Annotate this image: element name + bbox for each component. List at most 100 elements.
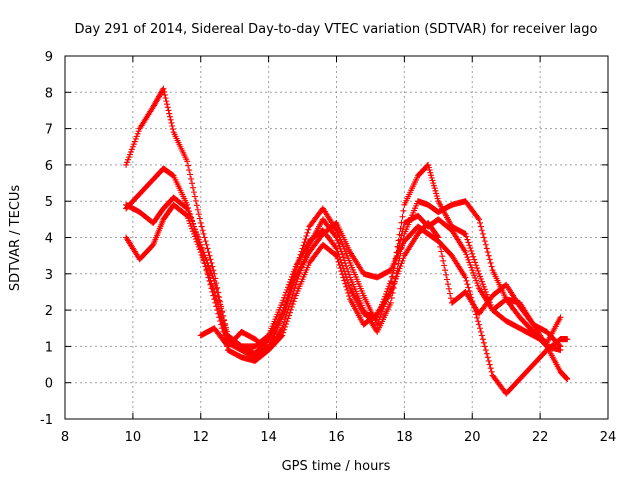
data-point (289, 301, 296, 308)
data-point (125, 154, 132, 161)
data-point (463, 251, 470, 258)
data-point (400, 207, 407, 214)
data-point (479, 336, 486, 343)
data-point (467, 261, 474, 268)
data-point (279, 332, 286, 339)
data-point (283, 302, 290, 309)
data-point (474, 280, 481, 287)
data-point (189, 184, 196, 191)
data-point (197, 219, 204, 226)
data-point (303, 232, 310, 239)
data-point (278, 333, 285, 340)
data-point (134, 130, 141, 137)
data-point (291, 295, 298, 302)
data-point (387, 299, 394, 306)
data-point (483, 350, 490, 357)
data-point (288, 303, 295, 310)
data-point (475, 318, 482, 325)
data-point (556, 342, 563, 349)
data-point (186, 167, 193, 174)
data-point (169, 123, 176, 130)
data-point (471, 272, 478, 279)
data-point (204, 245, 211, 252)
data-point (333, 252, 340, 259)
data-point (192, 236, 199, 243)
y-tick-label: 5 (45, 195, 53, 210)
data-point (471, 256, 478, 263)
data-point (195, 211, 202, 218)
data-point (468, 247, 475, 254)
y-tick-label: -1 (40, 413, 53, 428)
data-point (487, 259, 494, 266)
data-point (340, 274, 347, 281)
data-point (470, 253, 477, 260)
data-point (476, 216, 483, 223)
data-point (464, 254, 471, 261)
y-tick-label: 2 (45, 304, 53, 319)
data-point (346, 293, 353, 300)
data-point (445, 281, 452, 288)
data-point (557, 343, 564, 350)
data-point (472, 274, 479, 281)
data-point (279, 314, 286, 321)
x-tick-label: 12 (192, 430, 209, 445)
data-point (216, 307, 223, 314)
y-tick-label: 0 (45, 377, 53, 392)
data-point (208, 280, 215, 287)
x-axis-label: GPS time / hours (282, 459, 391, 474)
data-point (280, 311, 287, 318)
data-point (291, 277, 298, 284)
data-point (475, 267, 482, 274)
data-point (210, 286, 217, 293)
data-point (198, 251, 205, 258)
data-point (564, 336, 571, 343)
data-point (264, 333, 271, 340)
data-point (284, 286, 291, 293)
data-point (284, 300, 291, 307)
data-point (288, 285, 295, 292)
data-point (466, 242, 473, 249)
data-point (206, 265, 213, 272)
x-tick-label: 8 (61, 430, 69, 445)
data-point (488, 263, 495, 270)
data-point (207, 256, 214, 263)
data-point (478, 227, 485, 234)
data-point (192, 197, 199, 204)
data-point (430, 180, 437, 187)
data-point (397, 263, 404, 270)
data-point (283, 321, 290, 328)
data-point (131, 138, 138, 145)
data-point (128, 146, 135, 153)
data-point (197, 249, 204, 256)
data-point (284, 318, 291, 325)
data-point (202, 238, 209, 245)
data-point (447, 295, 454, 302)
data-point (488, 368, 495, 375)
data-point (124, 159, 131, 166)
data-point (286, 279, 293, 286)
data-point (464, 281, 471, 288)
data-point (332, 251, 339, 258)
y-axis-label: SDTVAR / TECUs (8, 185, 23, 292)
data-point (390, 281, 397, 288)
data-point (439, 253, 446, 260)
data-point (289, 282, 296, 289)
data-point (337, 265, 344, 272)
data-point (214, 299, 221, 306)
data-point (287, 288, 294, 295)
data-point (473, 262, 480, 269)
data-point (467, 245, 474, 252)
data-point (189, 225, 196, 232)
data-point (201, 234, 208, 241)
data-point (133, 133, 140, 140)
x-tick-label: 22 (532, 430, 549, 445)
data-point (183, 204, 190, 211)
data-point (342, 280, 349, 287)
data-point (482, 241, 489, 248)
data-point (392, 275, 399, 282)
series-track-e (197, 219, 564, 354)
data-point (186, 217, 193, 224)
data-point (339, 271, 346, 278)
data-point (204, 268, 211, 275)
data-point (343, 283, 350, 290)
